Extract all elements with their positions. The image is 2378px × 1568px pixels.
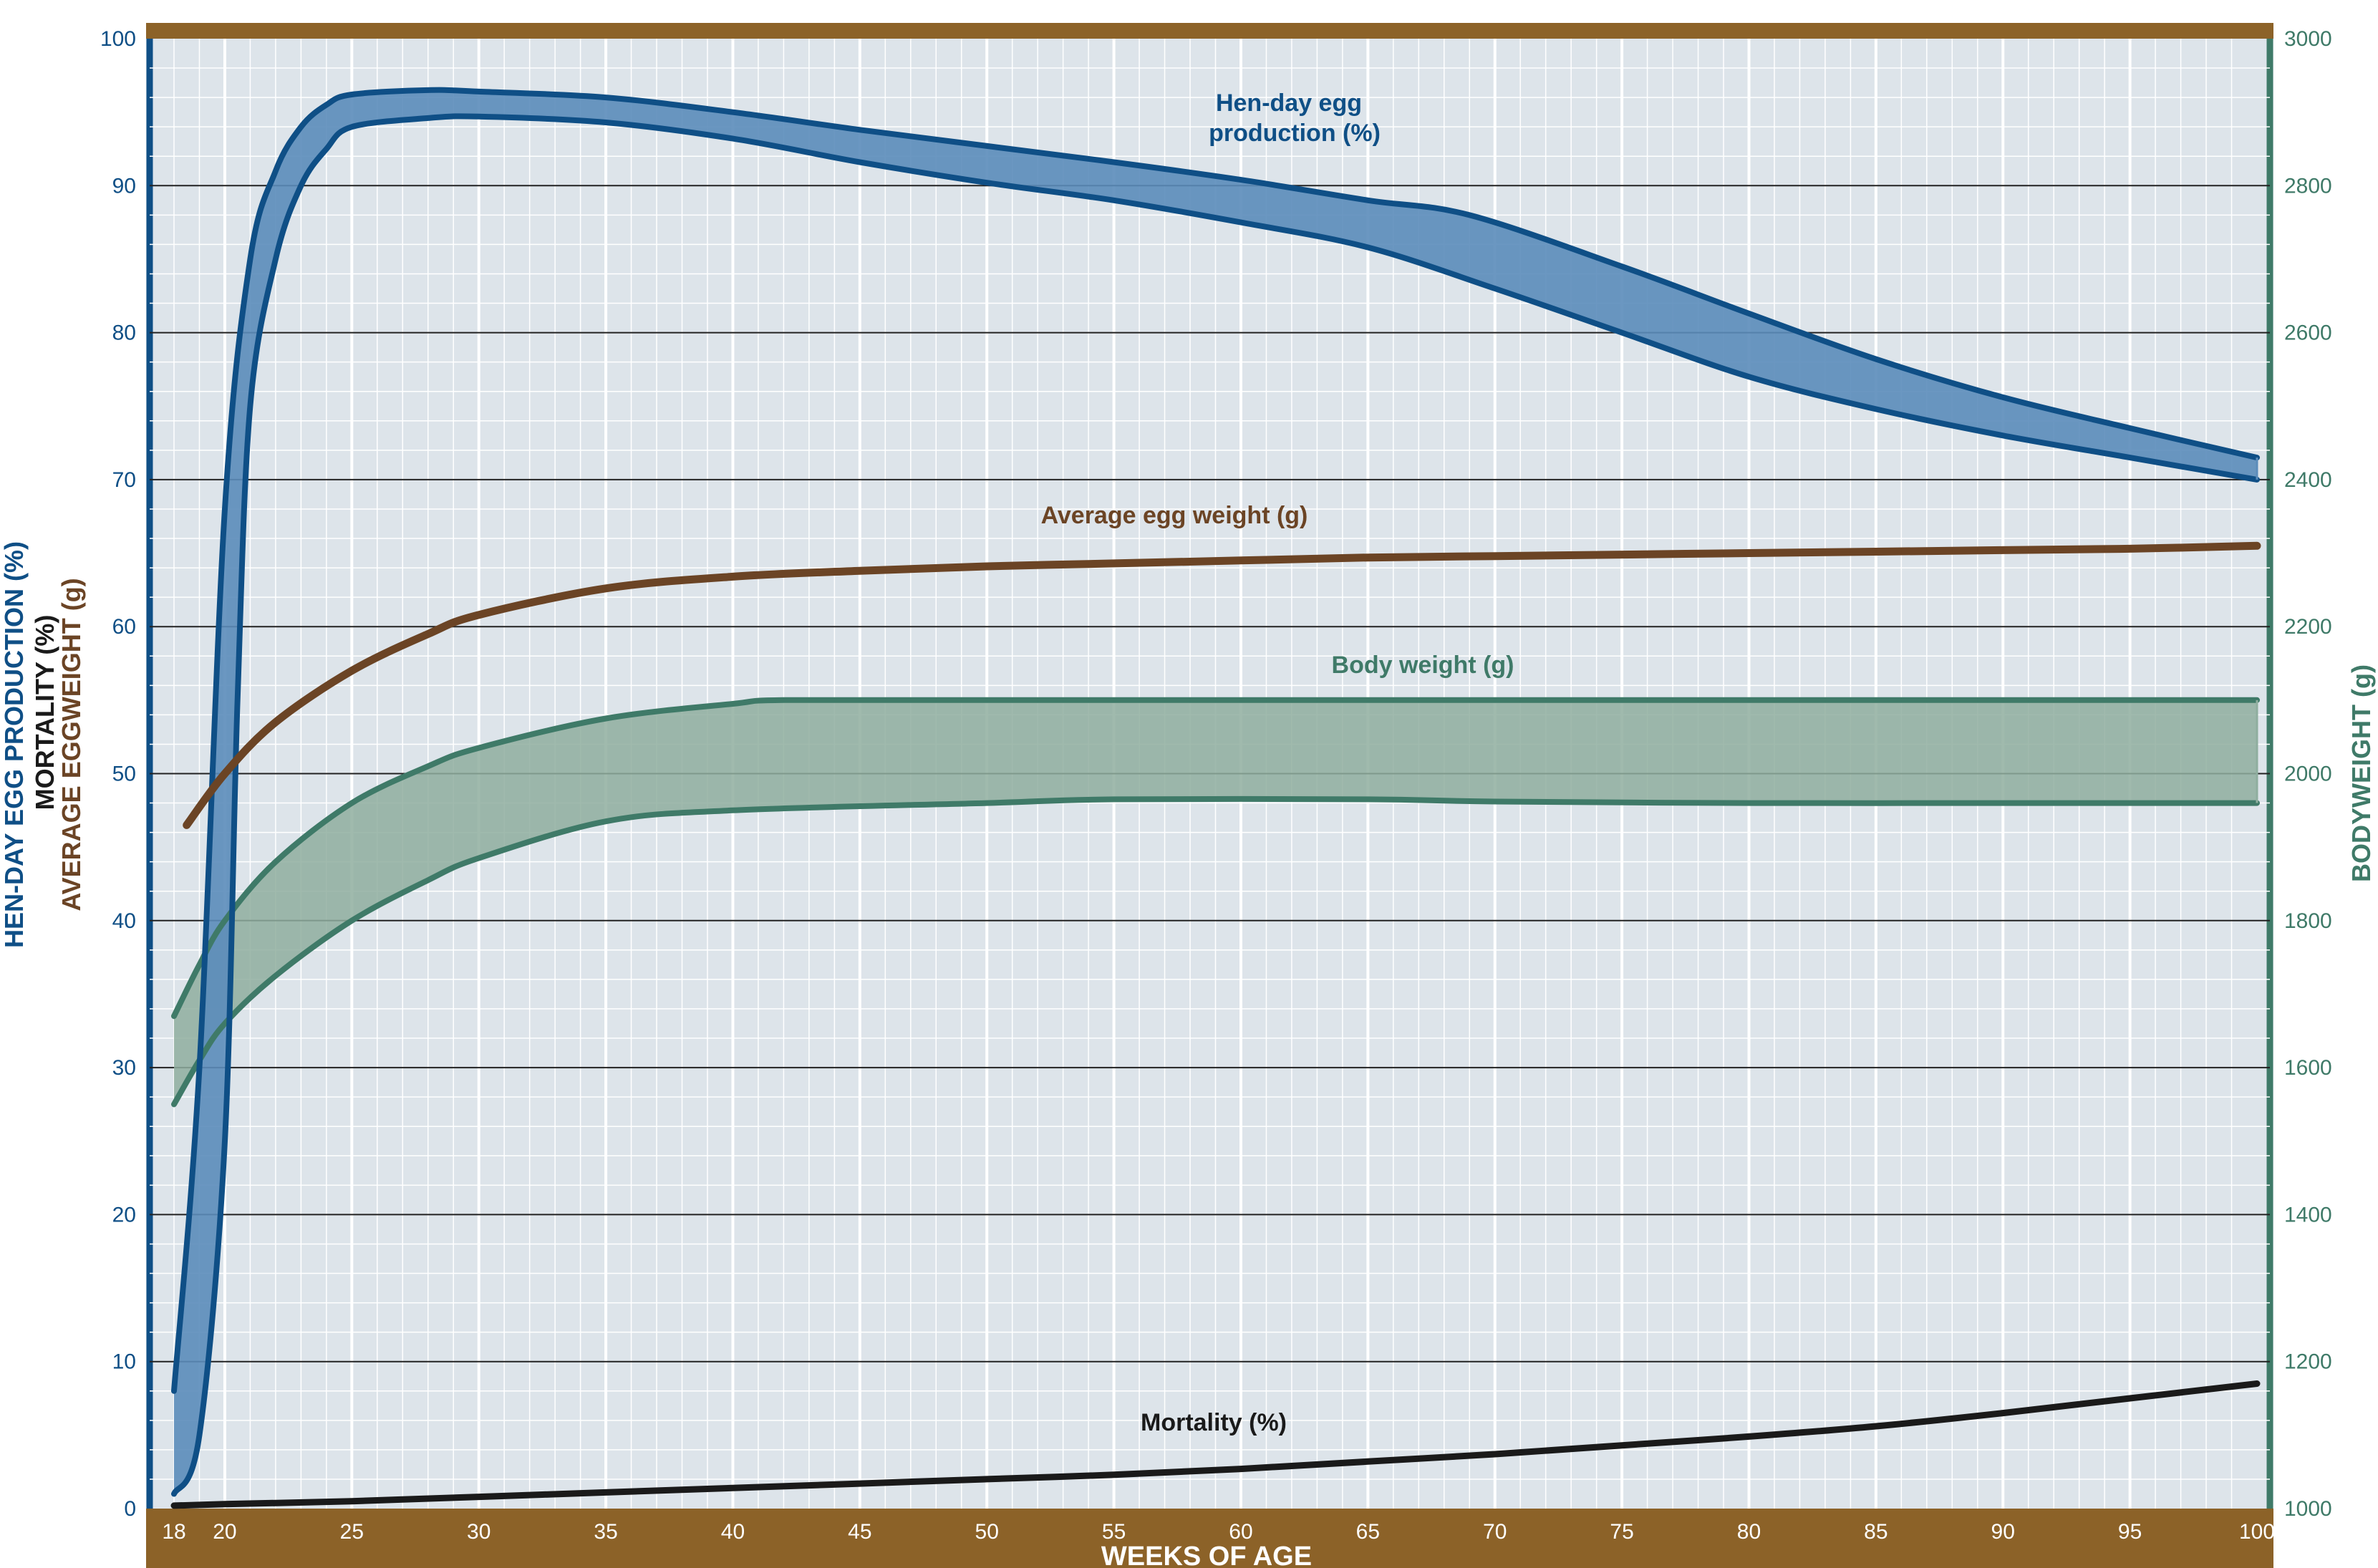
right-tick-label: 2400 bbox=[2284, 468, 2332, 492]
left-tick-label: 30 bbox=[112, 1056, 136, 1080]
x-axis-title: WEEKS OF AGE bbox=[1101, 1542, 1312, 1568]
left-tick-label: 70 bbox=[112, 468, 136, 492]
series-label-production-line2: production (%) bbox=[1209, 120, 1381, 147]
left-axis-ticks: 0 10 20 30 40 50 60 70 80 90 100 bbox=[100, 27, 136, 1521]
x-tick-label: 18 bbox=[162, 1520, 185, 1544]
bottom-frame-bar bbox=[146, 1509, 2273, 1568]
x-tick-label: 100 bbox=[2239, 1520, 2275, 1544]
right-tick-label: 1600 bbox=[2284, 1056, 2332, 1080]
x-tick-label: 30 bbox=[467, 1520, 490, 1544]
x-tick-label: 65 bbox=[1356, 1520, 1380, 1544]
x-tick-label: 75 bbox=[1610, 1520, 1633, 1544]
right-axis-ticks: 1000 1200 1400 1600 1800 2000 2200 2400 2600 2800… bbox=[2284, 27, 2332, 1521]
right-tick-label: 1000 bbox=[2284, 1497, 2332, 1521]
x-tick-label: 35 bbox=[594, 1520, 617, 1544]
y-axis-title-egg-weight: AVERAGE EGGWEIGHT (g) bbox=[57, 578, 86, 911]
x-tick-label: 45 bbox=[848, 1520, 871, 1544]
y-axis-title-mortality: MORTALITY (%) bbox=[30, 615, 59, 810]
average-egg-weight-line bbox=[183, 541, 2261, 829]
body-weight-upper-line bbox=[171, 697, 2260, 1020]
left-tick-label: 90 bbox=[112, 174, 136, 198]
body-weight-lower-line bbox=[171, 795, 2260, 1108]
right-tick-label: 1200 bbox=[2284, 1350, 2332, 1374]
right-tick-label: 2800 bbox=[2284, 174, 2332, 198]
left-tick-label: 20 bbox=[112, 1203, 136, 1226]
x-tick-label: 60 bbox=[1229, 1520, 1252, 1544]
left-tick-label: 40 bbox=[112, 909, 136, 933]
x-tick-label: 70 bbox=[1483, 1520, 1507, 1544]
x-tick-label: 20 bbox=[213, 1520, 236, 1544]
x-tick-label: 90 bbox=[1991, 1520, 2015, 1544]
right-tick-label: 2600 bbox=[2284, 321, 2332, 345]
y-axis-title-egg-weight-part2: WEIGHT (g) bbox=[57, 578, 86, 721]
x-tick-label: 80 bbox=[1737, 1520, 1761, 1544]
x-tick-label: 50 bbox=[975, 1520, 999, 1544]
x-tick-label: 40 bbox=[721, 1520, 745, 1544]
y-axis-title-bodyweight: BODYWEIGHT (g) bbox=[2346, 664, 2376, 882]
egg-production-lower-line bbox=[171, 113, 2260, 1497]
x-tick-label: 55 bbox=[1102, 1520, 1126, 1544]
series-label-body-weight: Body weight (g) bbox=[1332, 652, 1514, 679]
top-frame-bar bbox=[146, 23, 2273, 39]
series-label-egg-weight: Average egg weight (g) bbox=[1041, 502, 1308, 529]
right-tick-label: 1400 bbox=[2284, 1203, 2332, 1226]
left-tick-label: 0 bbox=[124, 1497, 136, 1521]
right-tick-label: 1800 bbox=[2284, 909, 2332, 933]
right-tick-label: 2000 bbox=[2284, 763, 2332, 786]
egg-production-upper-line bbox=[171, 87, 2260, 1394]
x-axis-ticks: 18 20 25 30 35 40 45 50 55 60 65 70 75 80 85 90 95 100 bbox=[162, 1520, 2275, 1544]
series-label-production-line1: Hen-day egg bbox=[1216, 89, 1362, 117]
left-tick-label: 10 bbox=[112, 1350, 136, 1374]
left-tick-label: 100 bbox=[100, 27, 136, 51]
x-tick-label: 85 bbox=[1864, 1520, 1888, 1544]
left-tick-label: 80 bbox=[112, 321, 136, 345]
series-label-mortality: Mortality (%) bbox=[1141, 1409, 1287, 1436]
x-tick-label: 95 bbox=[2118, 1520, 2142, 1544]
y-axis-title-production: HEN-DAY EGG PRODUCTION (%) bbox=[0, 541, 29, 948]
left-tick-label: 50 bbox=[112, 763, 136, 786]
left-tick-label: 60 bbox=[112, 615, 136, 639]
x-tick-label: 25 bbox=[340, 1520, 364, 1544]
right-tick-label: 3000 bbox=[2284, 27, 2332, 51]
mortality-line bbox=[170, 1380, 2261, 1509]
right-tick-label: 2200 bbox=[2284, 615, 2332, 639]
series-lines bbox=[170, 87, 2261, 1509]
y-axis-title-egg-weight-part1: AVERAGE EGG bbox=[57, 721, 86, 911]
